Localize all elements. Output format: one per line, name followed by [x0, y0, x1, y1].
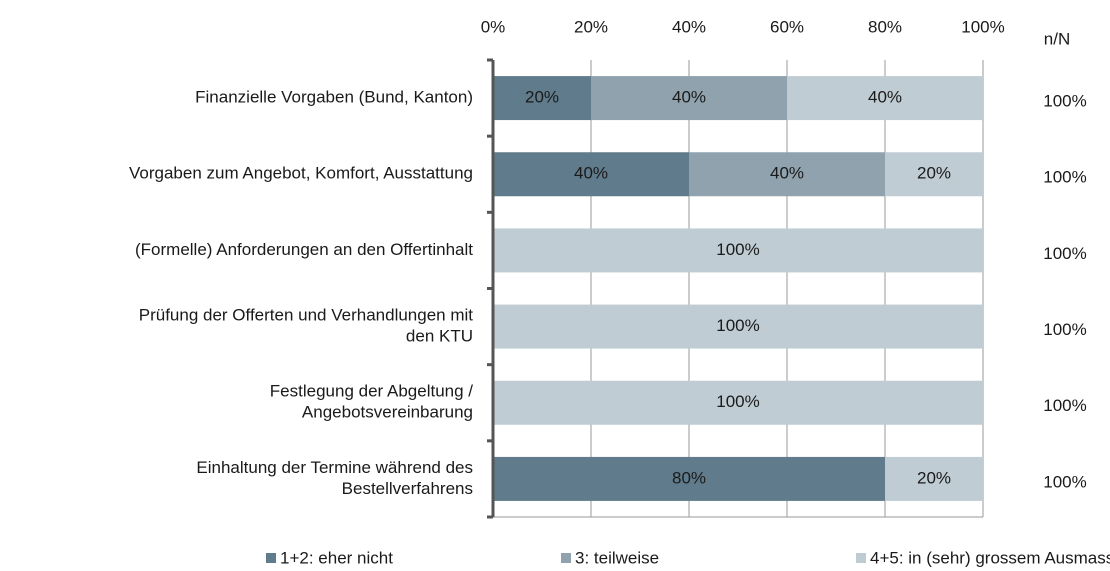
bar-segment	[787, 76, 983, 121]
bar-segment	[689, 152, 885, 197]
n-value: 100%	[1043, 168, 1086, 187]
value-label: 20%	[525, 88, 559, 107]
value-label: 80%	[672, 468, 706, 487]
legend-swatch	[561, 553, 571, 563]
bar-segment	[493, 456, 885, 501]
y-tick-label: Finanzielle Vorgaben (Bund, Kanton)	[195, 88, 473, 107]
y-tick-label: Einhaltung der Termine während des	[196, 458, 473, 477]
bar-segment	[591, 76, 787, 121]
legend-swatch	[266, 553, 276, 563]
bar-segment	[493, 76, 591, 121]
x-tick-label: 80%	[868, 17, 902, 36]
value-label: 20%	[917, 164, 951, 183]
bar-segment	[493, 228, 983, 273]
value-label: 20%	[917, 468, 951, 487]
value-label: 40%	[868, 88, 902, 107]
y-tick-label: (Formelle) Anforderungen an den Offertin…	[135, 240, 473, 259]
x-tick-label: 100%	[961, 17, 1004, 36]
bar-segment	[885, 152, 983, 197]
value-label: 40%	[770, 164, 804, 183]
x-tick-label: 40%	[672, 17, 706, 36]
legend-label: 4+5: in (sehr) grossem Ausmass	[870, 548, 1110, 567]
bar-segment	[493, 152, 689, 197]
n-value: 100%	[1043, 244, 1086, 263]
value-label: 40%	[574, 164, 608, 183]
value-label: 100%	[716, 316, 759, 335]
x-tick-label: 0%	[481, 17, 506, 36]
y-tick-label: Vorgaben zum Angebot, Komfort, Ausstattu…	[129, 164, 473, 183]
y-tick-label: Angebotsvereinbarung	[302, 403, 473, 422]
y-tick-label: Bestellverfahrens	[342, 479, 473, 498]
n-value: 100%	[1043, 472, 1086, 491]
legend-label: 3: teilweise	[575, 548, 659, 567]
legend-swatch	[856, 553, 866, 563]
value-label: 100%	[716, 392, 759, 411]
value-label: 100%	[716, 240, 759, 259]
bar-segment	[493, 304, 983, 349]
n-value: 100%	[1043, 92, 1086, 111]
bar-segment	[493, 380, 983, 425]
bar-segment	[885, 456, 983, 501]
y-tick-label: den KTU	[406, 327, 473, 346]
n-value: 100%	[1043, 320, 1086, 339]
legend-label: 1+2: eher nicht	[280, 548, 393, 567]
x-tick-label: 60%	[770, 17, 804, 36]
y-tick-label: Festlegung der Abgeltung /	[270, 382, 473, 401]
x-tick-label: 20%	[574, 17, 608, 36]
n-column-header: n/N	[1044, 29, 1070, 48]
n-value: 100%	[1043, 396, 1086, 415]
y-tick-label: Prüfung der Offerten und Verhandlungen m…	[139, 306, 474, 325]
value-label: 40%	[672, 88, 706, 107]
